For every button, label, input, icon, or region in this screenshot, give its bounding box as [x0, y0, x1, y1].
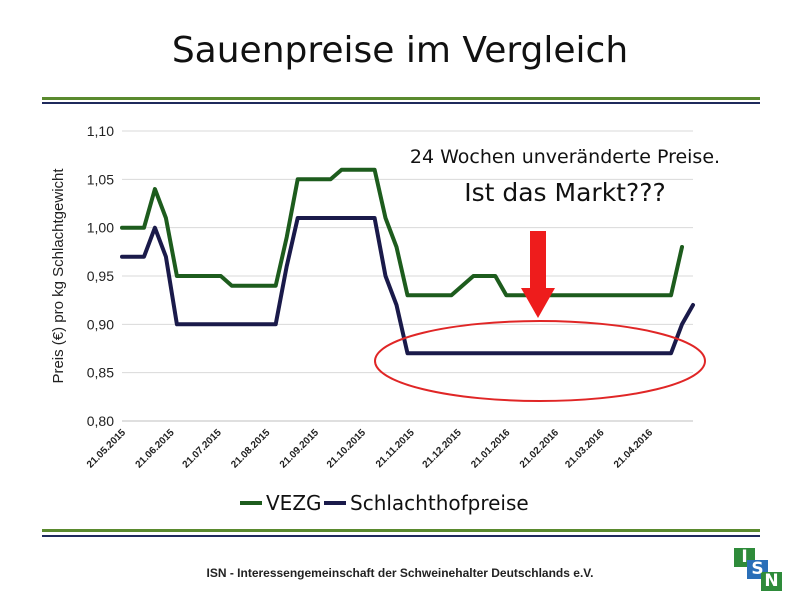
legend-label-schlachthofpreise: Schlachthofpreise — [350, 491, 529, 515]
logo-letter-n: N — [764, 571, 779, 591]
logo-letter-i: I — [741, 547, 748, 567]
x-tick-label: 21.05.2015 — [85, 427, 128, 470]
annotation-line-1: 24 Wochen unveränderte Preise. — [410, 146, 720, 168]
x-tick-label: 21.09.2015 — [278, 427, 321, 470]
logo-letter-s: S — [751, 559, 764, 579]
x-tick-label: 21.04.2016 — [612, 427, 655, 470]
highlight-ellipse — [374, 320, 706, 402]
x-tick-label: 21.11.2015 — [374, 427, 417, 470]
x-tick-label: 21.01.2016 — [469, 427, 512, 470]
slide-title: Sauenpreise im Vergleich — [171, 30, 629, 71]
bottom-rule-green — [42, 529, 760, 532]
x-tick-label: 21.08.2015 — [229, 427, 272, 470]
annotation-line-2: Ist das Markt??? — [464, 178, 666, 207]
bottom-rule-navy — [42, 535, 760, 537]
isn-logo: I S N — [734, 548, 782, 592]
x-tick-label: 21.12.2015 — [421, 427, 464, 470]
x-tick-label: 21.02.2016 — [518, 427, 561, 470]
top-rule-green — [42, 97, 760, 100]
y-tick-label: 1,00 — [87, 220, 114, 236]
y-tick-label: 0,95 — [87, 268, 114, 284]
y-tick-label: 0,80 — [87, 413, 114, 429]
top-rule-navy — [42, 102, 760, 104]
y-tick-label: 1,05 — [87, 171, 114, 187]
series-line-vezg — [120, 167, 684, 298]
y-tick-label: 1,10 — [87, 123, 114, 139]
x-tick-label: 21.03.2016 — [563, 427, 606, 470]
x-tick-label: 21.06.2015 — [134, 427, 177, 470]
y-axis-title: Preis (€) pro kg Schlachtgewicht — [50, 168, 67, 384]
footer-organization: ISN - Interessengemeinschaft der Schwein… — [206, 566, 594, 580]
y-tick-label: 0,85 — [87, 365, 114, 381]
x-tick-label: 21.10.2015 — [325, 427, 368, 470]
arrow-shaft — [530, 231, 546, 289]
series-line-schlachthofpreise — [120, 216, 695, 356]
y-tick-label: 0,90 — [87, 316, 114, 332]
x-tick-label: 21.07.2015 — [181, 427, 224, 470]
logo-tile-bottom — [761, 572, 782, 591]
legend-label-vezg: VEZG — [266, 491, 322, 515]
arrow-head — [521, 288, 555, 318]
